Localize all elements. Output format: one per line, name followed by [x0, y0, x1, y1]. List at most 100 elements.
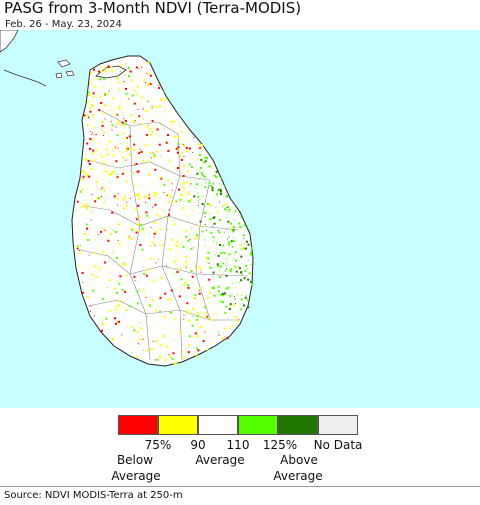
- anomaly-pixel: [88, 163, 91, 165]
- anomaly-pixel: [125, 58, 127, 60]
- anomaly-pixel: [247, 243, 250, 246]
- legend-swatch-90-110: [198, 415, 238, 435]
- anomaly-pixel: [150, 348, 151, 350]
- anomaly-pixel: [144, 196, 147, 198]
- anomaly-pixel: [96, 158, 98, 160]
- anomaly-pixel: [163, 210, 165, 212]
- anomaly-pixel: [245, 295, 247, 297]
- anomaly-pixel: [237, 268, 239, 270]
- anomaly-pixel: [125, 82, 126, 84]
- anomaly-pixel: [99, 95, 102, 98]
- anomaly-pixel: [124, 123, 127, 126]
- anomaly-pixel: [187, 312, 190, 314]
- anomaly-pixel: [239, 244, 241, 246]
- anomaly-pixel: [195, 347, 198, 350]
- anomaly-pixel: [183, 318, 185, 320]
- adams-bridge: [3, 69, 47, 87]
- anomaly-pixel: [133, 148, 136, 151]
- anomaly-pixel: [243, 247, 246, 250]
- anomaly-pixel: [135, 218, 138, 221]
- anomaly-pixel: [230, 268, 233, 271]
- anomaly-pixel: [180, 130, 183, 133]
- anomaly-pixel: [222, 262, 225, 265]
- anomaly-pixel: [163, 107, 165, 108]
- anomaly-pixel: [241, 243, 243, 245]
- anomaly-pixel: [110, 105, 112, 107]
- anomaly-pixel: [199, 220, 202, 223]
- anomaly-pixel: [177, 202, 179, 204]
- anomaly-pixel: [217, 331, 219, 333]
- anomaly-pixel: [171, 147, 173, 149]
- anomaly-pixel: [204, 186, 207, 189]
- anomaly-pixel: [189, 190, 190, 192]
- anomaly-pixel: [88, 254, 90, 256]
- anomaly-pixel: [225, 267, 227, 269]
- anomaly-pixel: [219, 190, 222, 193]
- anomaly-pixel: [130, 339, 132, 341]
- anomaly-pixel: [125, 204, 128, 207]
- anomaly-pixel: [159, 176, 162, 179]
- anomaly-pixel: [124, 162, 126, 164]
- anomaly-pixel: [148, 136, 150, 138]
- anomaly-pixel: [199, 316, 201, 318]
- anomaly-pixel: [180, 243, 182, 245]
- anomaly-pixel: [206, 315, 209, 318]
- anomaly-pixel: [180, 194, 182, 197]
- anomaly-pixel: [92, 165, 94, 167]
- legend-swatch-below-75: [118, 415, 158, 435]
- anomaly-pixel: [134, 347, 136, 349]
- anomaly-pixel: [123, 171, 125, 172]
- anomaly-pixel: [174, 168, 176, 170]
- anomaly-pixel: [145, 201, 147, 203]
- anomaly-pixel: [229, 303, 232, 306]
- anomaly-pixel: [169, 311, 172, 314]
- anomaly-pixel: [214, 287, 215, 289]
- anomaly-pixel: [150, 241, 152, 242]
- anomaly-pixel: [205, 245, 206, 247]
- anomaly-pixel: [195, 175, 197, 177]
- anomaly-pixel: [212, 286, 215, 289]
- anomaly-pixel: [244, 247, 247, 250]
- anomaly-pixel: [211, 189, 214, 192]
- anomaly-pixel: [180, 158, 183, 161]
- anomaly-pixel: [228, 253, 231, 256]
- anomaly-pixel: [165, 98, 168, 101]
- anomaly-pixel: [146, 349, 149, 352]
- anomaly-pixel: [155, 151, 157, 153]
- anomaly-pixel: [234, 251, 237, 254]
- anomaly-pixel: [168, 209, 170, 211]
- anomaly-pixel: [234, 298, 236, 300]
- anomaly-pixel: [140, 151, 143, 153]
- anomaly-pixel: [177, 148, 180, 151]
- anomaly-pixel: [104, 118, 106, 120]
- anomaly-pixel: [250, 280, 253, 283]
- anomaly-pixel: [140, 100, 142, 102]
- anomaly-pixel: [133, 236, 135, 238]
- anomaly-pixel: [230, 222, 232, 225]
- anomaly-pixel: [175, 147, 178, 150]
- anomaly-pixel: [204, 330, 206, 332]
- anomaly-pixel: [176, 240, 179, 243]
- anomaly-pixel: [230, 226, 233, 229]
- anomaly-pixel: [179, 290, 181, 292]
- legend-average: Average: [195, 453, 245, 467]
- anomaly-pixel: [145, 133, 148, 136]
- anomaly-pixel: [175, 250, 177, 252]
- anomaly-pixel: [214, 254, 216, 255]
- anomaly-pixel: [109, 279, 111, 282]
- anomaly-pixel: [131, 94, 134, 97]
- anomaly-pixel: [145, 268, 148, 271]
- anomaly-pixel: [121, 334, 123, 336]
- anomaly-pixel: [237, 265, 239, 267]
- anomaly-pixel: [101, 153, 102, 155]
- anomaly-pixel: [153, 195, 156, 197]
- anomaly-pixel: [160, 344, 163, 347]
- anomaly-pixel: [115, 256, 118, 259]
- anomaly-pixel: [80, 206, 83, 208]
- anomaly-pixel: [103, 228, 106, 231]
- anomaly-pixel: [168, 218, 170, 220]
- anomaly-pixel: [135, 194, 138, 197]
- anomaly-pixel: [213, 182, 215, 183]
- anomaly-pixel: [136, 331, 139, 334]
- anomaly-pixel: [241, 295, 243, 296]
